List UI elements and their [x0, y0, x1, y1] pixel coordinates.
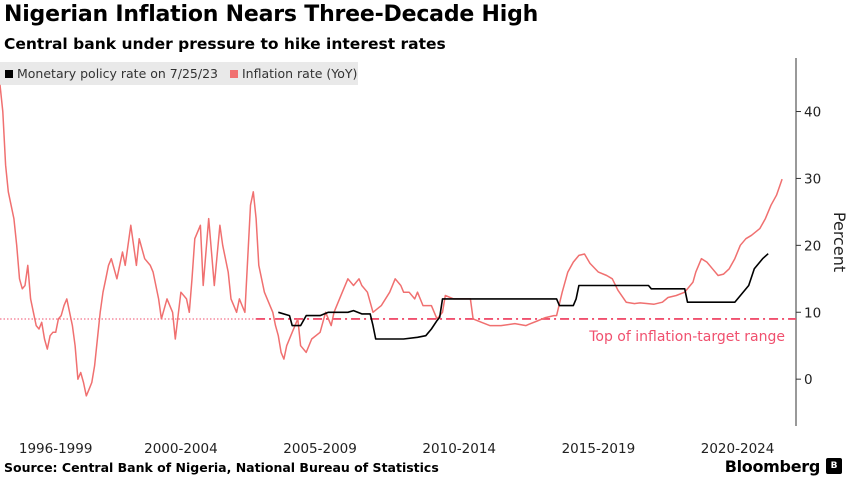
- series-line-policy-rate: [278, 253, 769, 340]
- x-tick-label-3: 2010-2014: [422, 441, 496, 457]
- x-tick-label-1: 2000-2004: [144, 441, 218, 457]
- legend-swatch-policy-rate: [5, 69, 13, 78]
- source-note: Source: Central Bank of Nigeria, Nationa…: [4, 460, 439, 475]
- legend-item-policy-rate: Monetary policy rate on 7/25/23: [5, 66, 218, 81]
- y-tick-label-10: 10: [804, 305, 821, 321]
- legend-swatch-inflation-rate: [229, 69, 238, 78]
- x-tick-label-4: 2015-2019: [562, 441, 636, 457]
- y-tick-label-40: 40: [804, 105, 821, 121]
- chart-legend: Monetary policy rate on 7/25/23 Inflatio…: [0, 62, 358, 85]
- x-tick-label-5: 2020-2024: [701, 441, 775, 457]
- legend-item-inflation-rate: Inflation rate (YoY): [229, 66, 358, 81]
- chart-title: Nigerian Inflation Nears Three-Decade Hi…: [4, 2, 539, 27]
- y-tick-label-20: 20: [804, 238, 821, 254]
- chart-subtitle: Central bank under pressure to hike inte…: [4, 35, 446, 53]
- y-tick-label-0: 0: [804, 372, 813, 388]
- x-tick-label-0: 1996-1999: [19, 441, 93, 457]
- brand-logo-text: Bloomberg: [724, 457, 821, 476]
- target-line-label: Top of inflation-target range: [588, 329, 785, 345]
- x-tick-label-2: 2005-2009: [283, 441, 357, 457]
- brand-mark-icon: B: [826, 458, 842, 474]
- legend-label-policy-rate: Monetary policy rate on 7/25/23: [17, 66, 218, 81]
- y-axis-label: Percent: [830, 212, 849, 272]
- legend-label-inflation-rate: Inflation rate (YoY): [241, 66, 358, 81]
- series-line-inflation-rate: [0, 84, 783, 397]
- y-tick-label-30: 30: [804, 171, 821, 187]
